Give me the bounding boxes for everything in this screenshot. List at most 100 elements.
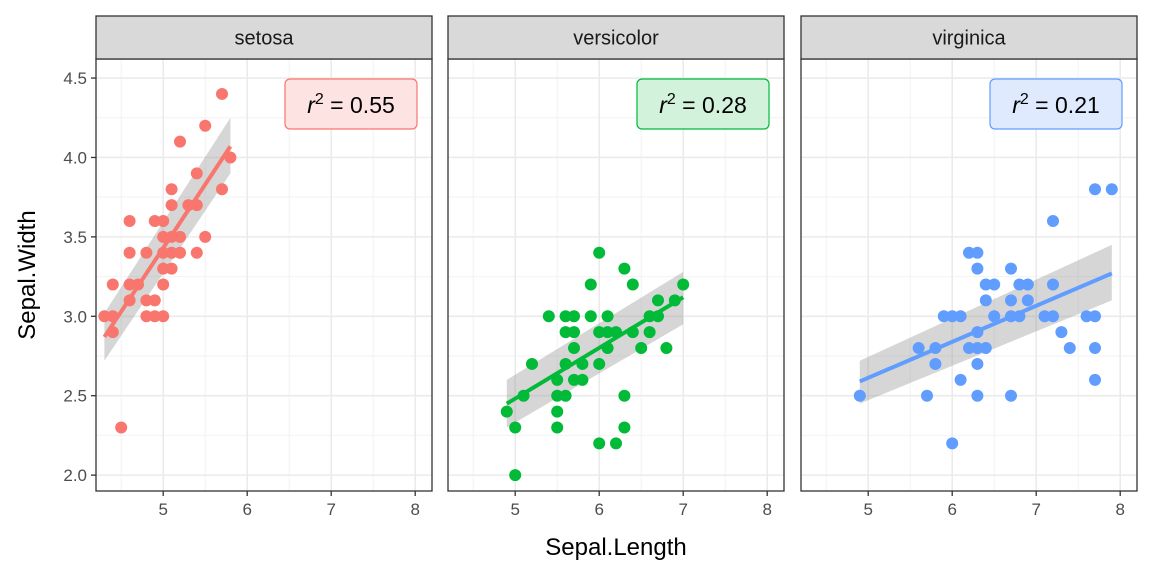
points-virginica	[853, 183, 1118, 450]
y-tick-label: 2.0	[63, 466, 87, 485]
data-point	[963, 342, 975, 355]
r2-label: r2 = 0.28	[659, 91, 747, 118]
x-tick-label: 7	[326, 500, 335, 519]
data-point	[1080, 310, 1093, 323]
r2-label-value: = 0.55	[324, 92, 395, 118]
data-point	[568, 373, 580, 386]
x-tick-label: 8	[410, 500, 419, 519]
y-axis: 2.0 2.5 3.0 3.5 4.0 4.5	[63, 69, 96, 485]
data-point	[1013, 278, 1026, 291]
regression-line	[505, 295, 685, 406]
data-point	[1047, 310, 1059, 323]
y-tick-label: 3.0	[63, 307, 87, 326]
data-point	[542, 310, 555, 323]
data-point	[1063, 342, 1076, 355]
data-point	[954, 373, 967, 386]
data-point	[971, 342, 984, 355]
x-axis-virginica: 5 6 7 8	[863, 491, 1125, 519]
data-point	[199, 119, 212, 132]
data-point	[190, 246, 203, 259]
r2-label-sup: 2	[315, 91, 324, 108]
data-point	[140, 310, 153, 323]
data-point	[593, 326, 606, 339]
data-point	[199, 230, 212, 243]
data-point	[568, 310, 580, 323]
regression-line	[859, 271, 1113, 384]
data-point	[946, 437, 959, 450]
data-point	[157, 262, 170, 275]
data-point	[500, 405, 513, 418]
data-point	[971, 357, 984, 370]
points-versicolor	[500, 246, 690, 482]
data-point	[912, 342, 925, 355]
data-point	[551, 389, 564, 402]
data-point	[937, 310, 950, 323]
data-point	[652, 294, 664, 307]
data-point	[584, 310, 597, 323]
data-point	[551, 405, 564, 418]
data-point	[140, 246, 153, 259]
x-tick-label: 5	[510, 500, 519, 519]
r2-label-prefix: r	[307, 92, 316, 118]
r2-label-value: = 0.28	[676, 92, 747, 118]
strip-virginica	[800, 15, 1138, 60]
data-point	[618, 421, 631, 434]
data-point	[954, 310, 967, 323]
data-point	[1005, 294, 1017, 307]
data-point	[601, 310, 614, 323]
x-tick-label: 6	[594, 500, 603, 519]
x-tick-label: 5	[158, 500, 167, 519]
data-point	[618, 389, 631, 402]
data-point	[174, 135, 186, 148]
x-tick-label: 7	[1031, 500, 1040, 519]
strip-label: virginica	[932, 28, 1006, 50]
data-point	[979, 342, 992, 355]
r2-label-box	[989, 78, 1123, 130]
data-point	[106, 278, 119, 291]
x-tick-label: 8	[762, 500, 771, 519]
data-point	[157, 215, 170, 227]
strip-label: versicolor	[573, 28, 659, 50]
r2-label: r2 = 0.21	[1012, 91, 1100, 118]
data-point	[971, 389, 984, 402]
y-axis-title: Sepal.Width	[14, 210, 41, 339]
panel-setosa: r2 = 0.55 setosa 5 6 7 8 2.0 2.5 3.0 3.5 4.0 4.5	[63, 15, 433, 519]
data-point	[174, 246, 186, 259]
data-point	[174, 230, 186, 243]
data-point	[1038, 310, 1051, 323]
data-point	[551, 421, 564, 434]
data-point	[526, 357, 538, 370]
data-point	[660, 342, 673, 355]
data-point	[157, 310, 170, 323]
data-point	[1021, 278, 1034, 291]
data-point	[618, 262, 631, 275]
data-point	[971, 246, 984, 259]
x-tick-label: 7	[678, 500, 687, 519]
data-point	[946, 310, 959, 323]
data-point	[568, 326, 580, 339]
data-point	[963, 246, 975, 259]
r2-label-box	[284, 78, 418, 130]
x-tick-label: 8	[1115, 500, 1124, 519]
data-point	[601, 326, 614, 339]
data-point	[635, 342, 648, 355]
r2-label-sup: 2	[1020, 91, 1029, 108]
panel-versicolor: r2 = 0.28 versicolor 5 6 7 8	[447, 15, 785, 519]
data-point	[165, 183, 178, 196]
y-tick-label: 2.5	[63, 387, 87, 406]
data-point	[190, 167, 203, 180]
data-point	[1005, 389, 1017, 402]
data-point	[610, 437, 622, 450]
panel-background	[448, 59, 784, 491]
data-point	[971, 262, 984, 275]
x-tick-label: 6	[242, 500, 251, 519]
data-point	[853, 389, 866, 402]
data-point	[921, 389, 933, 402]
data-point	[988, 310, 1001, 323]
x-axis-setosa: 5 6 7 8	[158, 491, 420, 519]
data-point	[1105, 183, 1118, 196]
data-point	[568, 342, 580, 355]
data-point	[979, 294, 992, 307]
data-point	[123, 278, 136, 291]
